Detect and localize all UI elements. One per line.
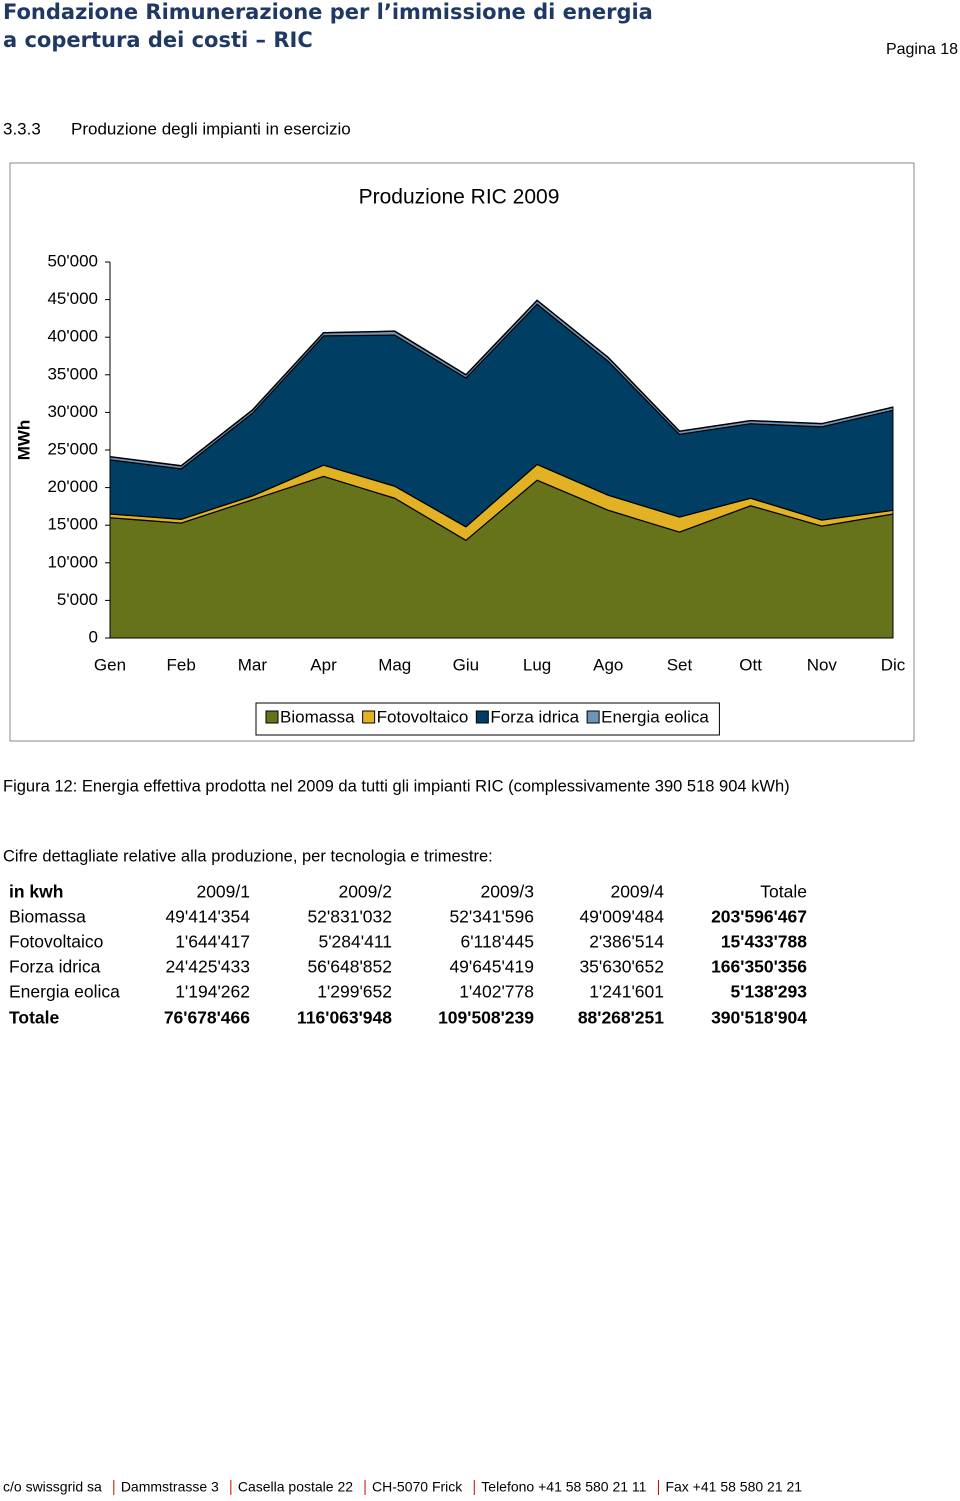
legend-swatch bbox=[265, 710, 279, 724]
footer-item: Telefono +41 58 580 21 11 bbox=[481, 1479, 646, 1495]
table-cell: 88'268'251 bbox=[578, 1008, 664, 1028]
table-cell: 49'645'419 bbox=[449, 957, 534, 977]
chart-title: Produzione RIC 2009 bbox=[359, 186, 560, 209]
x-tick-label: Ago bbox=[593, 655, 623, 674]
legend-box bbox=[255, 702, 720, 736]
x-tick-label: Nov bbox=[807, 655, 838, 674]
table-cell: 24'425'433 bbox=[165, 957, 250, 977]
table-cell: 5'138'293 bbox=[731, 982, 808, 1002]
x-tick-label: Giu bbox=[453, 655, 479, 674]
x-tick-label: Mag bbox=[378, 655, 411, 674]
y-tick-label: 45'000 bbox=[47, 289, 98, 308]
table: in kwh 2009/1 2009/2 2009/3 2009/4 Totale Biom… bbox=[9, 882, 807, 1028]
table-cell: 35'630'652 bbox=[579, 957, 664, 977]
footer-item: Casella postale 22 bbox=[238, 1479, 353, 1495]
section-number: 3.3.3 bbox=[3, 119, 41, 138]
legend-swatch bbox=[475, 710, 489, 724]
section-title: Produzione degli impianti in esercizio bbox=[71, 119, 351, 138]
y-tick-label: 35'000 bbox=[47, 364, 98, 383]
footer-item: Dammstrasse 3 bbox=[121, 1479, 219, 1495]
table-cell: 109'508'239 bbox=[438, 1008, 534, 1028]
x-tick-label: Dic bbox=[881, 655, 906, 674]
footer-item: Fax +41 58 580 21 21 bbox=[665, 1479, 802, 1495]
table-cell: 49'414'354 bbox=[165, 907, 250, 927]
footer-item: CH-5070 Frick bbox=[372, 1479, 463, 1495]
legend-label: Fotovoltaico bbox=[377, 707, 469, 726]
x-tick-label: Gen bbox=[94, 655, 126, 674]
table-cell: 1'299'652 bbox=[317, 982, 392, 1002]
table-cell: in kwh bbox=[9, 882, 63, 902]
table-cell: 1'402'778 bbox=[459, 982, 534, 1002]
y-tick-label: 40'000 bbox=[47, 327, 98, 346]
header-title: a copertura dei costi – RIC bbox=[3, 28, 313, 52]
table-cell: Totale bbox=[9, 1008, 60, 1028]
y-tick-label: 10'000 bbox=[47, 552, 98, 571]
y-tick-label: 25'000 bbox=[47, 439, 98, 458]
x-tick-label: Ott bbox=[739, 655, 762, 674]
x-tick-label: Set bbox=[667, 655, 693, 674]
table-cell: 203'596'467 bbox=[711, 907, 807, 927]
table-cell: 5'284'411 bbox=[318, 932, 392, 952]
table-cell: 52'831'032 bbox=[307, 907, 392, 927]
table-cell: Forza idrica bbox=[9, 957, 101, 977]
table-cell: 6'118'445 bbox=[460, 932, 534, 952]
table-cell: 1'644'417 bbox=[175, 932, 250, 952]
y-tick-label: 5'000 bbox=[57, 590, 98, 609]
table-cell: 1'194'262 bbox=[175, 982, 250, 1002]
footer: c/o swissgrid sa Dammstrasse 3 Casella pos… bbox=[3, 1479, 802, 1495]
table-cell: Biomassa bbox=[9, 907, 86, 927]
table-cell: Energia eolica bbox=[9, 982, 120, 1002]
legend-label: Energia eolica bbox=[601, 707, 709, 726]
table-cell: 2009/2 bbox=[338, 882, 392, 902]
table-cell: 1'241'601 bbox=[589, 982, 664, 1002]
table-cell: 2'386'514 bbox=[589, 932, 664, 952]
table-cell: 166'350'356 bbox=[711, 957, 807, 977]
legend: Biomassa Fotovoltaico Forza idrica Energia … bbox=[255, 702, 720, 736]
y-tick-label: 50'000 bbox=[47, 251, 98, 270]
table-cell: 52'341'596 bbox=[449, 907, 534, 927]
table-cell: Totale bbox=[760, 882, 807, 902]
table-cell: Fotovoltaico bbox=[9, 932, 103, 952]
legend-label: Biomassa bbox=[280, 707, 355, 726]
y-tick-label: 0 bbox=[89, 627, 98, 646]
x-tick-label: Lug bbox=[523, 655, 551, 674]
table-cell: 116'063'948 bbox=[297, 1008, 392, 1028]
header-title: Fondazione Rimunerazione per l’immission… bbox=[3, 0, 653, 24]
legend-label: Forza idrica bbox=[490, 707, 579, 726]
page-number: Pagina 18 bbox=[886, 41, 958, 58]
legend-swatch bbox=[586, 710, 600, 724]
y-tick-label: 20'000 bbox=[47, 477, 98, 496]
table-cell: 49'009'484 bbox=[579, 907, 664, 927]
table-cell: 2009/1 bbox=[196, 882, 250, 902]
table-cell: 56'648'852 bbox=[307, 957, 392, 977]
footer-item: c/o swissgrid sa bbox=[3, 1479, 102, 1495]
table-cell: 76'678'466 bbox=[164, 1008, 250, 1028]
x-tick-label: Mar bbox=[238, 655, 268, 674]
table-cell: 15'433'788 bbox=[721, 932, 807, 952]
legend-swatch bbox=[362, 710, 376, 724]
y-axis-label: MWh bbox=[14, 420, 33, 461]
caption: Figura 12: Energia effettiva prodotta ne… bbox=[3, 777, 790, 795]
intro: Cifre dettagliate relative alla produzio… bbox=[3, 847, 493, 865]
y-tick-label: 30'000 bbox=[47, 402, 98, 421]
area-edge bbox=[109, 299, 894, 467]
table-cell: 390'518'904 bbox=[711, 1008, 807, 1028]
x-tick-label: Feb bbox=[167, 655, 196, 674]
table-cell: 2009/4 bbox=[610, 882, 664, 902]
x-tick-label: Apr bbox=[310, 655, 337, 674]
y-tick-label: 15'000 bbox=[47, 515, 98, 534]
table-cell: 2009/3 bbox=[480, 882, 534, 902]
